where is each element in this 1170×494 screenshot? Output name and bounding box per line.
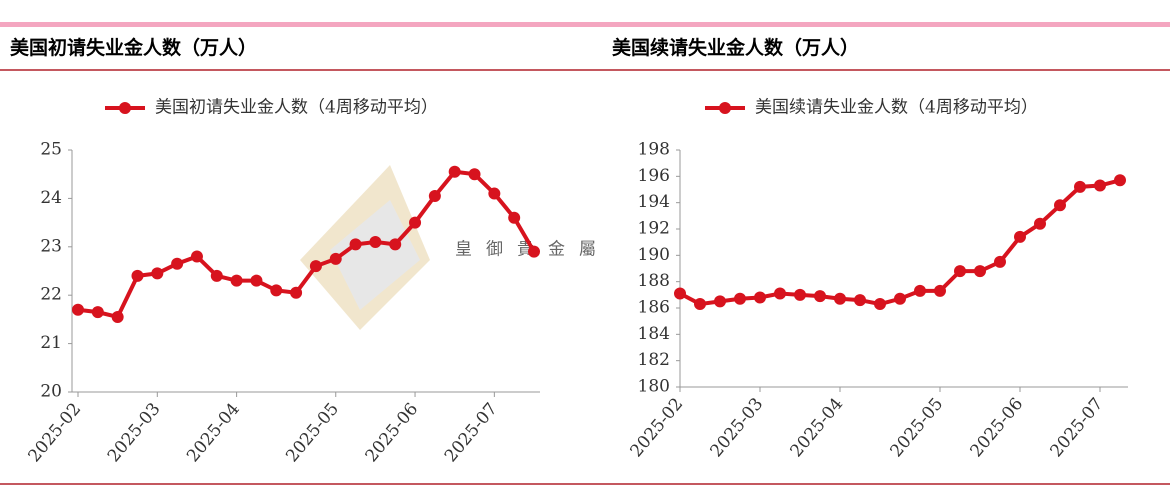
point	[151, 267, 164, 280]
point	[694, 298, 706, 311]
point	[794, 288, 806, 301]
y-tick-label: 22	[40, 285, 62, 305]
legend-marker	[719, 102, 731, 114]
y-tick-label: 20	[40, 382, 62, 402]
x-tick-label: 2025-04	[787, 394, 848, 461]
point	[714, 295, 726, 308]
x-tick-label: 2025-02	[627, 394, 688, 461]
y-tick-label: 23	[40, 236, 62, 256]
point	[409, 216, 422, 229]
point	[508, 211, 521, 224]
point	[448, 165, 461, 178]
y-tick-label: 196	[638, 166, 670, 186]
point	[1094, 179, 1106, 192]
top-band	[0, 22, 1170, 27]
point	[270, 284, 283, 297]
point	[954, 265, 966, 278]
y-tick-label: 198	[638, 140, 670, 160]
point	[894, 292, 906, 305]
point	[468, 168, 481, 181]
point	[349, 238, 362, 251]
point	[488, 187, 501, 200]
point	[230, 274, 243, 287]
y-tick-label: 180	[638, 377, 670, 397]
point	[1114, 174, 1126, 187]
point	[1014, 230, 1026, 243]
point	[854, 294, 866, 307]
x-tick-label: 2025-05	[887, 394, 948, 461]
point	[111, 310, 124, 323]
point	[131, 269, 144, 282]
chart-title: 美国初请失业金人数（万人）	[10, 36, 257, 59]
legend-label: 美国续请失业金人数（4周移动平均）	[755, 98, 1038, 118]
point	[290, 286, 303, 299]
watermark: 皇御貴金屬	[455, 240, 610, 260]
point	[914, 284, 926, 297]
point	[674, 287, 686, 300]
x-tick-label: 2025-04	[183, 399, 244, 466]
x-tick-label: 2025-07	[441, 399, 502, 466]
point	[171, 257, 184, 270]
y-tick-label: 184	[638, 324, 670, 344]
watermark-logo	[300, 165, 430, 330]
point	[1034, 217, 1046, 230]
point	[369, 235, 382, 248]
point	[734, 292, 746, 305]
point	[994, 255, 1006, 268]
point	[934, 284, 946, 297]
point	[428, 189, 441, 202]
series-line	[679, 178, 1121, 307]
x-tick-label: 2025-03	[707, 394, 768, 461]
y-tick-label: 192	[638, 219, 670, 239]
point	[528, 245, 540, 258]
point	[250, 274, 263, 287]
x-tick-label: 2025-03	[104, 399, 165, 466]
y-tick-label: 190	[638, 245, 670, 265]
point	[309, 260, 322, 273]
point	[1054, 199, 1066, 212]
point	[190, 250, 203, 263]
y-tick-label: 188	[638, 271, 670, 291]
y-tick-label: 24	[40, 188, 62, 208]
y-tick-label: 194	[638, 192, 670, 212]
legend-label: 美国初请失业金人数（4周移动平均）	[155, 98, 438, 118]
x-tick-label: 2025-06	[362, 399, 423, 466]
y-tick-label: 25	[40, 140, 62, 160]
x-tick-label: 2025-02	[25, 399, 86, 466]
point	[1074, 180, 1086, 193]
point	[874, 298, 886, 311]
point	[72, 303, 84, 316]
point	[814, 290, 826, 303]
point	[389, 238, 402, 251]
y-tick-label: 21	[40, 333, 62, 353]
point	[974, 265, 986, 278]
point	[329, 252, 342, 265]
chart-title: 美国续请失业金人数（万人）	[612, 36, 859, 59]
legend-marker	[119, 102, 131, 114]
x-tick-label: 2025-06	[967, 394, 1028, 461]
point	[91, 306, 104, 319]
y-tick-label: 186	[638, 298, 670, 318]
x-tick-label: 2025-05	[282, 399, 343, 466]
point	[210, 269, 223, 282]
x-tick-label: 2025-07	[1047, 394, 1108, 461]
y-tick-label: 182	[638, 350, 670, 370]
point	[834, 292, 846, 305]
point	[774, 287, 786, 300]
point	[754, 291, 766, 304]
